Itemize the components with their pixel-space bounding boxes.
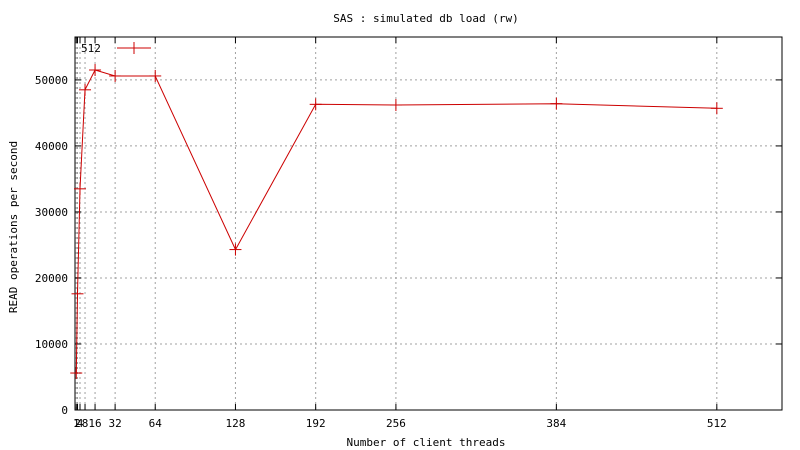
y-tick-label: 50000 xyxy=(35,74,68,87)
data-point xyxy=(309,98,322,111)
data-point xyxy=(71,287,84,300)
data-point xyxy=(79,83,92,96)
grid-layer xyxy=(75,37,782,410)
x-tick-label: 512 xyxy=(707,417,727,430)
x-tick-label: 256 xyxy=(386,417,406,430)
chart-title: SAS : simulated db load (rw) xyxy=(333,12,518,25)
x-tick-label: 8 xyxy=(82,417,89,430)
x-tick-label: 4 xyxy=(77,417,84,430)
x-tick-label: 32 xyxy=(108,417,121,430)
data-point xyxy=(109,69,122,82)
series-line xyxy=(75,69,717,374)
legend: 512 xyxy=(81,42,151,55)
legend-label: 512 xyxy=(81,42,101,55)
y-tick-label: 0 xyxy=(61,404,68,417)
x-tick-label: 192 xyxy=(306,417,326,430)
data-point xyxy=(70,367,83,380)
x-axis-label: Number of client threads xyxy=(347,436,506,449)
series-layer xyxy=(70,64,723,380)
data-point xyxy=(74,182,87,195)
y-tick-label: 20000 xyxy=(35,272,68,285)
data-point xyxy=(710,102,723,115)
x-tick-label: 2 xyxy=(74,417,81,430)
x-tick-label: 384 xyxy=(546,417,566,430)
series-512 xyxy=(70,64,723,380)
y-tick-label: 10000 xyxy=(35,338,68,351)
data-point xyxy=(229,243,242,256)
plot-frame xyxy=(74,36,783,411)
x-tick-label: 16 xyxy=(88,417,101,430)
data-point xyxy=(389,98,402,111)
data-point xyxy=(149,69,162,82)
legend-marker xyxy=(128,42,140,54)
data-point xyxy=(89,64,102,77)
x-tick-label: 128 xyxy=(226,417,246,430)
data-point xyxy=(550,97,563,110)
y-tick-label: 30000 xyxy=(35,206,68,219)
x-tick-label: 1 xyxy=(73,417,80,430)
y-axis-label: READ operations per second xyxy=(7,141,20,313)
y-tick-label: 40000 xyxy=(35,140,68,153)
x-tick-label: 64 xyxy=(149,417,163,430)
